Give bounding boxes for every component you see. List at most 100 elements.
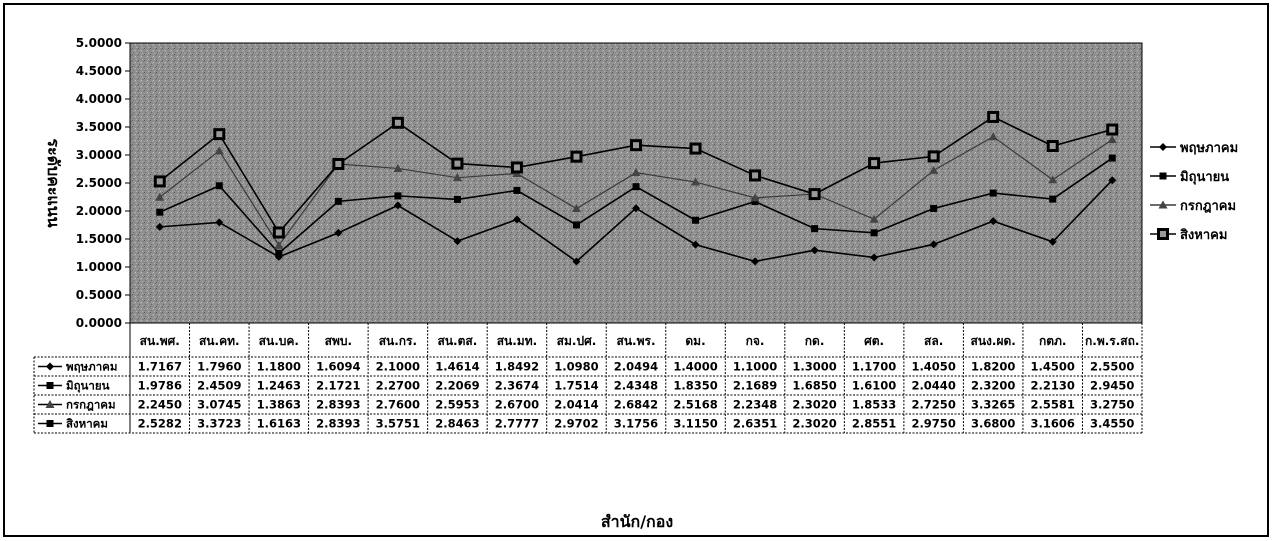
point-may	[274, 252, 283, 261]
x-category-label: สน.ตส.	[438, 334, 478, 348]
table-cell: 2.6842	[614, 398, 658, 412]
table-legend-marker	[46, 420, 54, 427]
point-jul	[571, 204, 581, 213]
point-aug	[808, 188, 821, 201]
y-tick-label: 3.5000	[76, 120, 122, 134]
x-category-label: สนง.ผด.	[971, 334, 1016, 348]
point-aug	[391, 116, 404, 129]
legend-marker-jul	[1158, 200, 1168, 209]
plot-area	[129, 42, 1143, 324]
point-may	[929, 240, 938, 249]
table-cell: 2.2130	[1031, 379, 1075, 393]
point-aug	[153, 175, 166, 188]
x-category-label: กด.	[805, 334, 825, 348]
table-row-label: พฤษภาคม	[66, 360, 117, 374]
table-cell: 1.8200	[971, 360, 1015, 374]
point-jul	[691, 177, 701, 186]
table-cell: 2.7250	[911, 398, 955, 412]
x-category-label: สล.	[924, 334, 943, 348]
point-may	[691, 240, 700, 249]
table-cell: 2.3020	[792, 398, 836, 412]
y-tick-label: 4.0000	[76, 92, 122, 106]
table-cell: 1.9786	[138, 379, 182, 393]
table-cell: 3.1606	[1031, 417, 1075, 431]
table-cell: 3.0745	[197, 398, 241, 412]
x-category-label: กตภ.	[1039, 334, 1067, 348]
legend-label-jun: มิถุนายน	[1180, 170, 1229, 185]
point-jun	[453, 195, 461, 203]
legend-label-aug: สิงหาคม	[1180, 228, 1227, 243]
point-aug	[987, 110, 1000, 123]
table-cell: 1.7960	[197, 360, 241, 374]
y-tick-label: 5.0000	[76, 36, 122, 50]
table-cell: 2.2069	[435, 379, 479, 393]
point-jul	[1107, 135, 1117, 144]
point-aug	[451, 157, 464, 170]
table-cell: 1.8533	[852, 398, 896, 412]
legend-marker-aug	[1157, 228, 1169, 240]
point-may	[215, 218, 224, 227]
series-markers	[153, 110, 1119, 266]
x-category-label: สน.คท.	[199, 334, 240, 348]
point-jun	[692, 216, 700, 224]
table-cell: 2.1721	[316, 379, 360, 393]
table-cell: 1.6163	[257, 417, 301, 431]
table-cell: 2.9702	[554, 417, 598, 431]
table-cell: 2.5282	[138, 417, 182, 431]
table-cell: 2.0440	[911, 379, 955, 393]
point-aug	[868, 157, 881, 170]
point-may	[334, 228, 343, 237]
table-cell: 1.7514	[554, 379, 598, 393]
x-category-label: ศต.	[864, 334, 884, 348]
point-jul	[393, 163, 403, 172]
table-cell: 2.5581	[1031, 398, 1075, 412]
table-cell: 2.8463	[435, 417, 479, 431]
table-legend-marker	[46, 362, 54, 371]
legend-marker-may	[1159, 143, 1167, 151]
x-category-label: สม.ปศ.	[557, 334, 597, 348]
table-cell: 2.5500	[1090, 360, 1134, 374]
table-cell: 1.4614	[435, 360, 479, 374]
legend-label-jul: กรกฎาคม	[1180, 199, 1236, 214]
table-cell: 1.4050	[911, 360, 955, 374]
point-aug	[749, 169, 762, 182]
table-cell: 2.8393	[316, 398, 360, 412]
point-may	[870, 253, 879, 262]
point-jun	[1049, 195, 1057, 203]
table-cell: 1.1700	[852, 360, 896, 374]
table-cell: 2.5953	[435, 398, 479, 412]
y-tick-label: 4.5000	[76, 64, 122, 78]
table-cell: 3.4550	[1090, 417, 1134, 431]
table-row-label: กรกฎาคม	[66, 398, 116, 412]
point-aug	[1106, 123, 1119, 136]
point-may	[512, 215, 521, 224]
point-jul	[869, 214, 879, 223]
point-aug	[927, 150, 940, 163]
table-cell: 1.7167	[138, 360, 182, 374]
x-category-label: ดม.	[685, 334, 705, 348]
table-cell: 2.6700	[495, 398, 539, 412]
table-cell: 1.3863	[257, 398, 301, 412]
table-cell: 2.5168	[673, 398, 717, 412]
table-legend-marker	[46, 382, 54, 389]
point-aug	[272, 226, 285, 239]
table-cell: 2.6351	[733, 417, 777, 431]
table-cell: 2.7600	[376, 398, 420, 412]
x-category-label: สน.พศ.	[140, 334, 180, 348]
point-jun	[572, 221, 580, 229]
point-aug	[570, 150, 583, 163]
x-category-label: สพบ.	[325, 334, 352, 348]
table-cell: 3.6800	[971, 417, 1015, 431]
point-jun	[394, 192, 402, 200]
table-cell: 1.4500	[1031, 360, 1075, 374]
point-jul	[155, 192, 165, 201]
legend-marker-jun	[1159, 172, 1167, 180]
point-jun	[275, 249, 283, 257]
point-jul	[631, 168, 641, 177]
point-jun	[930, 205, 938, 213]
point-jun	[1108, 154, 1116, 162]
data-table: สน.พศ. สน.คท. สน.บค. สพบ. สน.กร. สน.ตส. สน.มท.…	[33, 323, 1143, 434]
y-tick-label: 1.0000	[76, 260, 122, 274]
